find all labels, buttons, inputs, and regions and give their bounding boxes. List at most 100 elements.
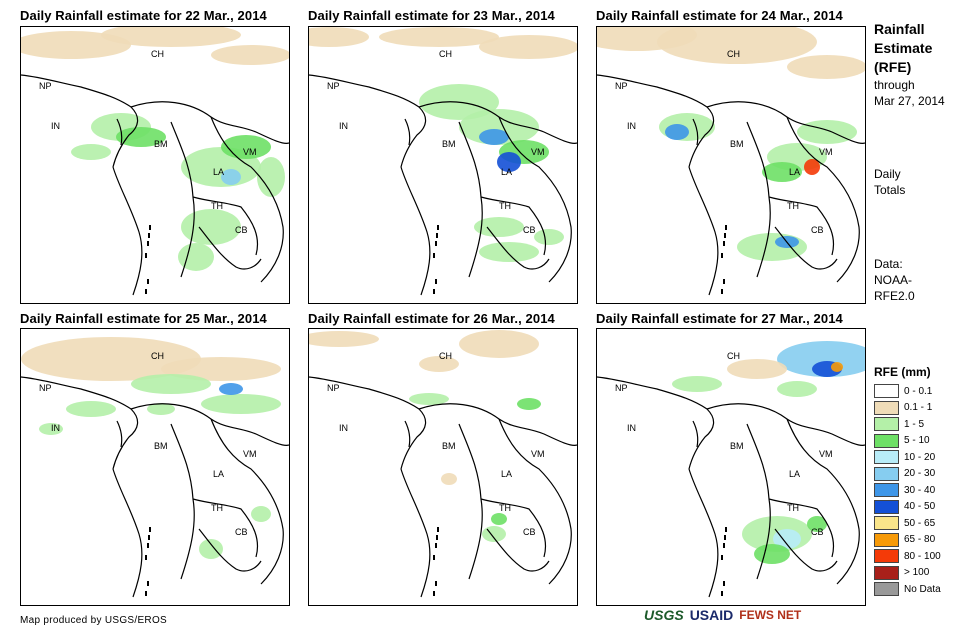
legend-swatch	[874, 565, 899, 580]
rainfall-area	[71, 144, 111, 160]
map-panel-5: CH NP IN BM VM LA TH CB	[308, 328, 578, 606]
legend-swatch	[874, 499, 899, 514]
country-label-bm: BM	[154, 441, 168, 451]
panel-title-3: Daily Rainfall estimate for 24 Mar., 201…	[596, 8, 843, 23]
legend-swatch	[874, 516, 899, 530]
border-line	[198, 528, 262, 572]
credit-text: Map produced by USGS/EROS	[20, 615, 168, 626]
rainfall-area	[199, 539, 223, 559]
legend-label: > 100	[904, 567, 930, 578]
map-panel-4: CH NP IN BM VM LA TH CB	[20, 328, 290, 606]
border-line	[774, 528, 838, 572]
rainfall-area	[309, 331, 379, 347]
border-line	[486, 528, 550, 572]
island	[437, 225, 439, 230]
border-line	[404, 420, 411, 448]
rainfall-area	[657, 27, 817, 64]
country-label-cb: CB	[523, 527, 536, 537]
country-label-ch: CH	[439, 351, 452, 361]
border-line	[498, 116, 572, 283]
island	[724, 233, 726, 238]
legend-swatch	[874, 483, 899, 497]
border-line	[688, 468, 719, 598]
country-label-in: IN	[627, 423, 636, 433]
border-line	[170, 423, 195, 580]
border-line	[486, 226, 550, 270]
border-line	[116, 118, 123, 146]
country-label-cb: CB	[811, 225, 824, 235]
rainfall-area	[672, 376, 722, 392]
daily-totals: Daily Totals	[874, 166, 905, 198]
panel-title-2: Daily Rainfall estimate for 23 Mar., 201…	[308, 8, 555, 23]
country-label-ch: CH	[439, 49, 452, 59]
border-line	[458, 423, 483, 580]
data-source: Data: NOAA- RFE2.0	[874, 256, 915, 304]
island	[145, 591, 147, 596]
country-label-th: TH	[211, 201, 223, 211]
country-label-ch: CH	[727, 351, 740, 361]
border-line	[418, 403, 577, 446]
legend-swatch	[874, 433, 899, 448]
panel-title-4: Daily Rainfall estimate for 25 Mar., 201…	[20, 311, 267, 326]
country-label-th: TH	[787, 201, 799, 211]
rainfall-area	[474, 217, 524, 237]
country-label-bm: BM	[730, 441, 744, 451]
country-label-np: NP	[327, 81, 340, 91]
rainfall-area	[497, 152, 521, 172]
border-line	[768, 498, 835, 558]
legend-swatch	[874, 532, 899, 547]
legend-item: 0.1 - 1	[874, 400, 932, 416]
legend-swatch	[874, 400, 899, 415]
country-label-la: LA	[789, 167, 800, 177]
legend-label: 5 - 10	[904, 435, 930, 446]
map-panel-1: CH NP IN BM VM LA TH CB	[20, 26, 290, 304]
country-label-la: LA	[501, 167, 512, 177]
island	[147, 581, 149, 586]
island	[724, 535, 726, 540]
legend-item: No Data	[874, 581, 941, 597]
data-source-line1: NOAA-	[874, 273, 913, 287]
country-label-bm: BM	[154, 139, 168, 149]
legend-label: 65 - 80	[904, 534, 936, 545]
panel-title-1: Daily Rainfall estimate for 22 Mar., 201…	[20, 8, 267, 23]
country-label-bm: BM	[442, 441, 456, 451]
rainfall-area	[219, 383, 243, 395]
border-line	[210, 116, 284, 283]
rainfall-area	[787, 55, 865, 79]
country-label-cb: CB	[811, 527, 824, 537]
rainfall-area	[754, 544, 790, 564]
rainfall-area	[804, 159, 820, 175]
island	[148, 535, 150, 540]
rainfall-area	[762, 162, 802, 182]
border-line	[418, 101, 577, 144]
border-line	[404, 118, 411, 146]
rainfall-area	[116, 127, 166, 147]
rfe-title-line2: Estimate	[874, 40, 933, 56]
rainfall-area	[178, 243, 214, 271]
country-label-vm: VM	[531, 449, 545, 459]
island	[147, 279, 149, 284]
border-line	[458, 121, 483, 278]
border-line	[480, 498, 547, 558]
country-label-np: NP	[327, 383, 340, 393]
island	[435, 279, 437, 284]
country-label-in: IN	[339, 121, 348, 131]
legend-label: 0.1 - 1	[904, 402, 933, 413]
rainfall-area	[479, 129, 509, 145]
rainfall-area	[201, 394, 281, 414]
legend-title: RFE (mm)	[874, 365, 931, 379]
country-label-th: TH	[499, 201, 511, 211]
rainfall-area	[379, 27, 499, 47]
border-line	[786, 116, 860, 283]
rainfall-area	[534, 229, 564, 245]
border-line	[688, 166, 719, 296]
fewsnet-logo: FEWS NET	[739, 608, 802, 622]
rainfall-area	[309, 27, 369, 47]
island	[723, 581, 725, 586]
rainfall-area	[181, 209, 241, 245]
country-label-vm: VM	[243, 449, 257, 459]
border-line	[192, 498, 259, 558]
legend-label: 30 - 40	[904, 484, 936, 496]
panel-title-5: Daily Rainfall estimate for 26 Mar., 201…	[308, 311, 555, 326]
rainfall-area	[777, 381, 817, 397]
